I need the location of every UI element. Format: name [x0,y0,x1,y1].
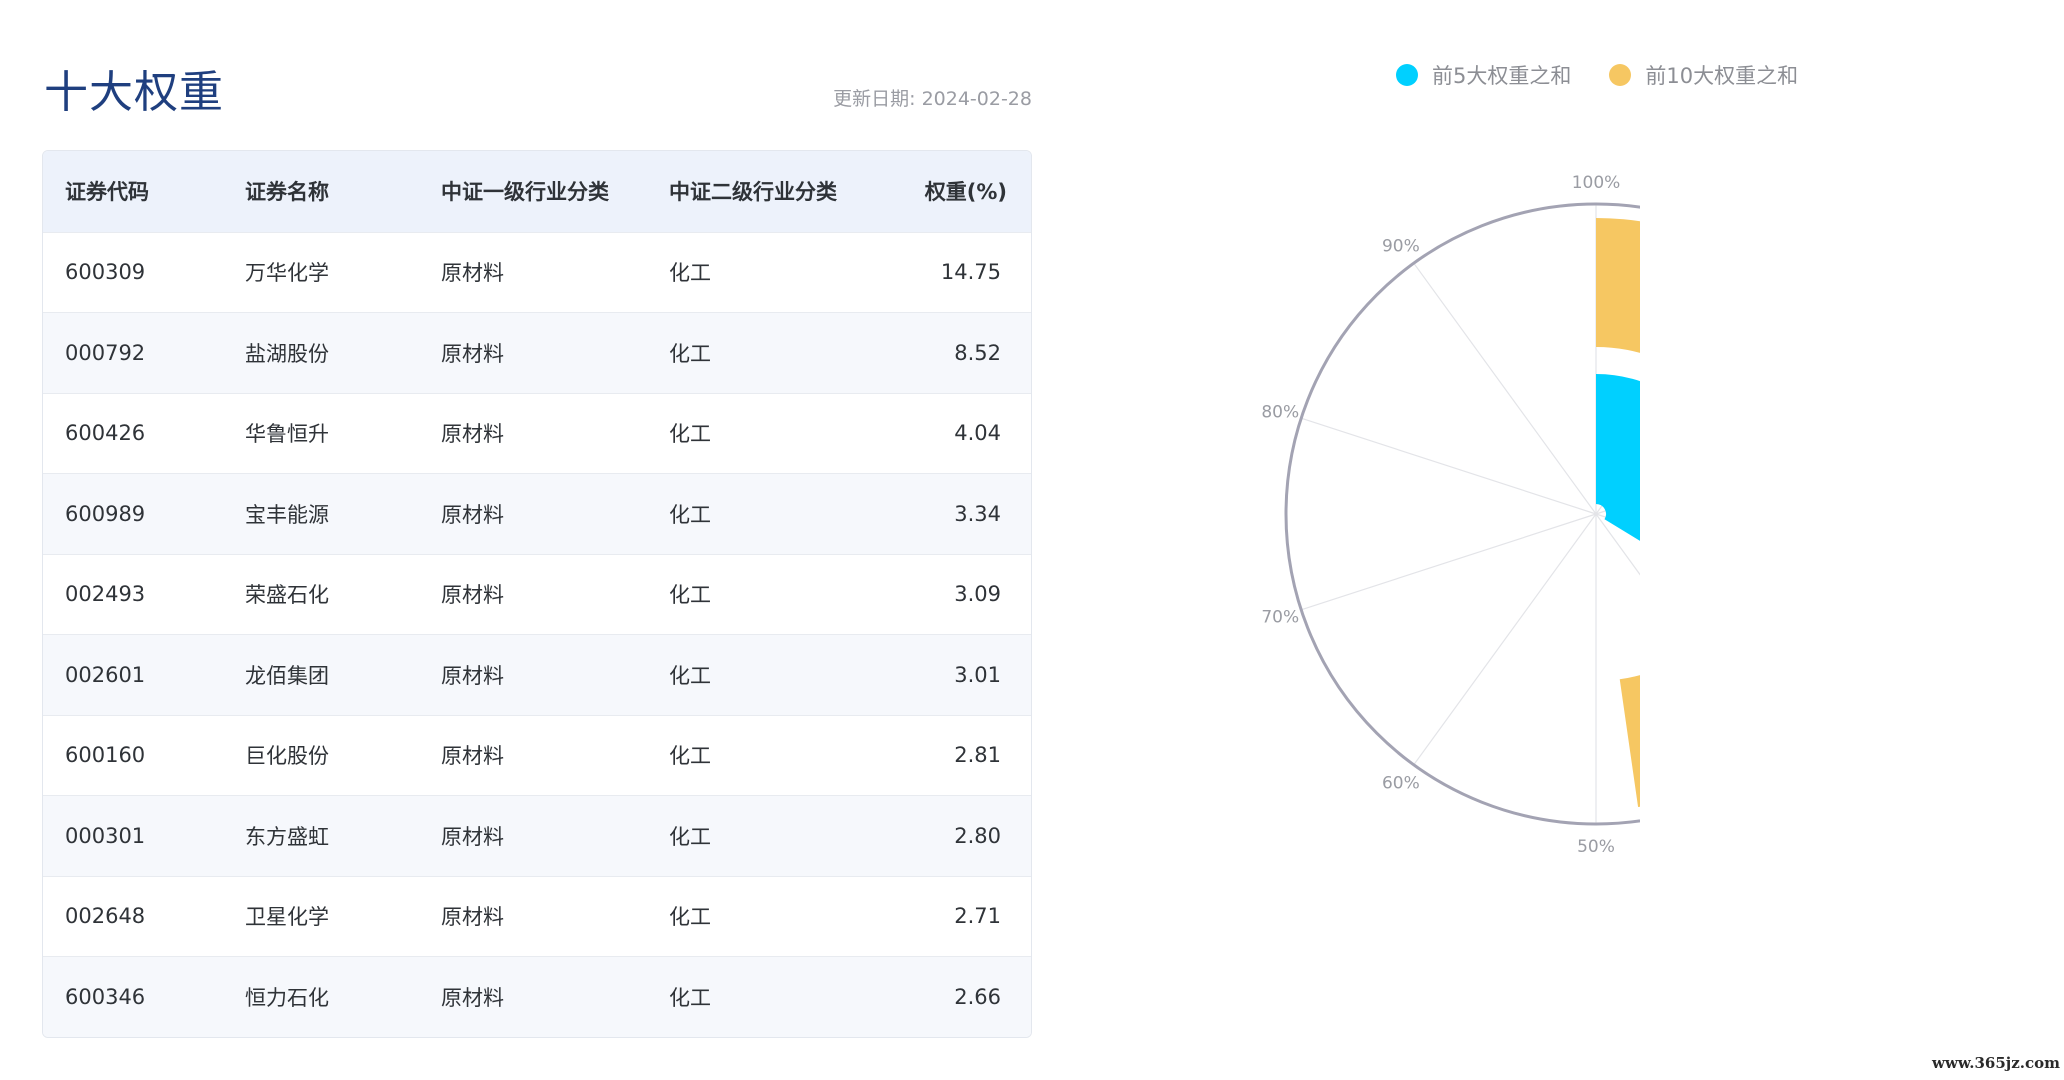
cell-level1-industry: 原材料 [441,663,504,688]
cell-weight: 2.71 [954,904,1001,929]
cell-name: 宝丰能源 [245,502,329,527]
chart-grid [1300,204,1640,824]
cell-level1-industry: 原材料 [441,744,504,769]
col-header-name: 证券名称 [245,180,329,205]
cell-name: 盐湖股份 [245,341,329,366]
outer-ring [1284,202,1640,826]
table-row: 000301 东方盛虹 原材料 化工 2.80 [43,795,1031,876]
cell-level1-industry: 原材料 [441,583,504,608]
tick-label: 60% [1382,774,1420,794]
cell-code: 002601 [65,662,146,687]
cell-level1-industry: 原材料 [441,986,504,1010]
cell-name: 龙佰集团 [245,663,329,688]
cell-code: 600160 [65,743,146,768]
table-body: 600309 万华化学 原材料 化工 14.75 000792 盐湖股份 原材料 化工 8.52 6… [43,232,1031,1037]
cell-name: 万华化学 [245,261,329,286]
legend-swatch-top10 [1609,64,1632,86]
table-header-row: 证券代码 证券名称 中证一级行业分类 中证二级行业分类 权重(%) [43,151,1031,232]
cell-level2-industry: 化工 [669,905,711,930]
cell-name: 巨化股份 [245,744,329,769]
legend-item-top5[interactable]: 前5大权重之和 [1396,60,1571,90]
cell-level1-industry: 原材料 [441,905,504,930]
cell-weight: 3.01 [954,662,1001,687]
cell-code: 600426 [65,421,146,446]
cell-level1-industry: 原材料 [441,261,504,286]
table-row: 000792 盐湖股份 原材料 化工 8.52 [43,312,1031,393]
legend-swatch-top5 [1396,64,1418,86]
watermark: www.365jz.com [1932,1054,2060,1072]
chart-legend: 前5大权重之和 前10大权重之和 [1396,60,1798,90]
cell-weight: 8.52 [954,340,1001,365]
bar-top5 [1596,374,1640,541]
cell-code: 600346 [65,985,146,1009]
cell-level2-industry: 化工 [669,824,711,849]
grid-line [1595,513,1640,576]
cell-code: 600989 [65,501,146,526]
cell-level1-industry: 原材料 [441,422,504,447]
cell-code: 600309 [65,260,146,285]
cell-weight: 3.34 [954,501,1001,526]
cell-level2-industry: 化工 [669,422,711,447]
cell-weight: 2.80 [954,823,1001,848]
table-row: 002493 荣盛石化 原材料 化工 3.09 [43,554,1031,635]
grid-line [1413,262,1597,515]
legend-label-top10: 前10大权重之和 [1645,64,1799,88]
cell-name: 荣盛石化 [245,583,329,608]
cell-weight: 3.09 [954,582,1001,607]
col-header-code: 证券代码 [65,180,149,205]
col-header-level1-industry: 中证一级行业分类 [441,180,609,205]
tick-label: 90% [1382,236,1420,256]
cell-code: 000792 [65,340,146,365]
cell-level1-industry: 原材料 [441,824,504,849]
polar-bar-chart: 100%10%20%30%40%50%60%70%80%90% [1261,173,1640,857]
holdings-table-container: 证券代码 证券名称 中证一级行业分类 中证二级行业分类 权重(%) 600309… [42,150,1032,1038]
holdings-table: 证券代码 证券名称 中证一级行业分类 中证二级行业分类 权重(%) 600309… [43,151,1031,1037]
col-header-weight: 权重(%) [924,180,1007,205]
legend-item-top10[interactable]: 前10大权重之和 [1609,60,1798,90]
cell-level2-industry: 化工 [669,502,711,527]
tick-label: 100% [1572,173,1621,193]
cell-level2-industry: 化工 [669,744,711,769]
cell-name: 卫星化学 [245,905,329,930]
update-date: 更新日期: 2024-02-28 [833,88,1032,110]
cell-level2-industry: 化工 [669,261,711,286]
tick-label: 50% [1577,837,1615,857]
cell-code: 002648 [65,904,146,929]
legend-label-top5: 前5大权重之和 [1432,64,1572,88]
table-row: 600346 恒力石化 原材料 化工 2.66 [43,956,1031,1037]
grid-line [1413,513,1597,766]
cell-weight: 4.04 [954,421,1001,446]
cell-name: 恒力石化 [245,986,329,1010]
page-title: 十大权重 [44,67,224,118]
cell-level2-industry: 化工 [669,583,711,608]
table-row: 600309 万华化学 原材料 化工 14.75 [43,232,1031,313]
cell-weight: 14.75 [940,260,1001,285]
cell-name: 华鲁恒升 [245,422,329,447]
cell-level1-industry: 原材料 [441,502,504,527]
bar-top10 [1596,218,1640,807]
cell-weight: 2.81 [954,743,1001,768]
cell-weight: 2.66 [954,985,1001,1009]
grid-line [1300,513,1597,611]
grid-line [1300,417,1597,515]
table-row: 600426 华鲁恒升 原材料 化工 4.04 [43,393,1031,474]
cell-level1-industry: 原材料 [441,341,504,366]
col-header-level2-industry: 中证二级行业分类 [669,180,837,205]
table-row: 002601 龙佰集团 原材料 化工 3.01 [43,634,1031,715]
cell-code: 002493 [65,582,146,607]
cell-code: 000301 [65,823,146,848]
tick-label: 70% [1261,608,1299,628]
table-row: 002648 卫星化学 原材料 化工 2.71 [43,876,1031,957]
cell-level2-industry: 化工 [669,341,711,366]
table-row: 600989 宝丰能源 原材料 化工 3.34 [43,473,1031,554]
cell-level2-industry: 化工 [669,986,711,1010]
cell-level2-industry: 化工 [669,663,711,688]
tick-label: 80% [1261,402,1299,422]
table-row: 600160 巨化股份 原材料 化工 2.81 [43,715,1031,796]
cell-name: 东方盛虹 [245,824,329,849]
